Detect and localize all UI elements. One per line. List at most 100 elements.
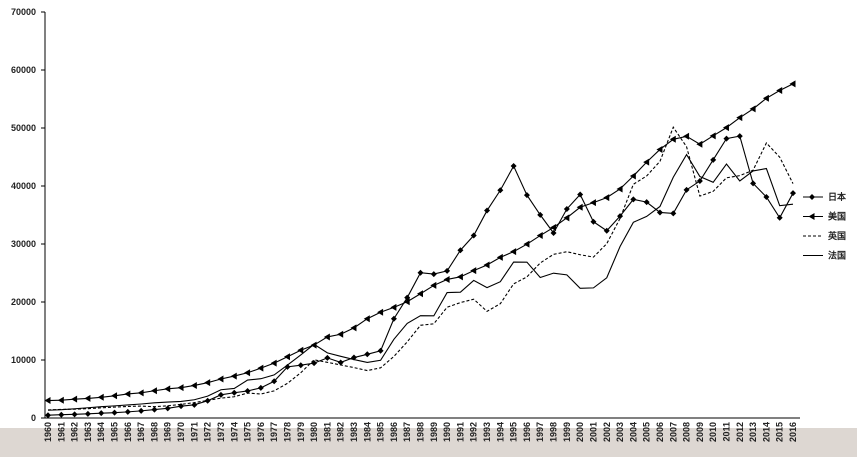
x-tick-label: 1992 — [469, 422, 479, 442]
point — [710, 156, 717, 163]
point — [297, 362, 304, 369]
x-tick-label: 2016 — [788, 422, 798, 442]
point — [709, 132, 716, 140]
point — [337, 330, 344, 338]
point — [151, 406, 158, 413]
series-line — [47, 83, 794, 402]
point — [337, 359, 344, 366]
x-tick-label: 1995 — [509, 422, 519, 442]
point — [57, 396, 64, 404]
point — [523, 192, 530, 199]
point — [643, 199, 650, 206]
x-tick-label: 2013 — [748, 422, 758, 442]
legend-label: 美国 — [828, 211, 846, 222]
point — [430, 271, 437, 278]
x-tick-label: 2007 — [668, 422, 678, 442]
point — [297, 346, 304, 354]
x-tick-label: 1964 — [96, 422, 106, 442]
point — [723, 135, 730, 142]
point — [124, 390, 131, 398]
x-tick-label: 1976 — [256, 422, 266, 442]
y-tick-label: 20000 — [11, 297, 36, 307]
point — [683, 132, 690, 140]
point — [563, 214, 570, 222]
point — [45, 412, 51, 419]
point — [589, 199, 596, 207]
x-tick-label: 1998 — [549, 422, 559, 442]
point — [377, 308, 384, 316]
x-tick-label: 2010 — [708, 422, 718, 442]
x-tick-label: 1965 — [110, 422, 120, 442]
x-tick-label: 1967 — [136, 422, 146, 442]
point — [550, 229, 557, 236]
x-tick-label: 1970 — [176, 422, 186, 442]
point — [496, 253, 503, 261]
point — [629, 172, 636, 180]
x-tick-label: 1971 — [189, 422, 199, 442]
point — [670, 210, 677, 217]
point — [750, 180, 757, 187]
legend-marker — [809, 194, 815, 200]
x-tick-label: 1988 — [416, 422, 426, 442]
point — [483, 261, 490, 269]
point — [84, 410, 91, 417]
point — [722, 124, 729, 132]
point — [444, 267, 451, 274]
point — [84, 394, 91, 402]
x-tick-label: 1963 — [83, 422, 93, 442]
point — [98, 410, 105, 417]
point — [403, 298, 410, 306]
point — [271, 378, 278, 385]
x-tick-label: 1983 — [349, 422, 359, 442]
point — [111, 392, 118, 400]
point — [590, 218, 597, 225]
point — [137, 389, 144, 397]
point — [363, 315, 370, 323]
x-tick-label: 2002 — [602, 422, 612, 442]
x-tick-label: 1991 — [455, 422, 465, 442]
x-tick-label: 1987 — [402, 422, 412, 442]
x-tick-label: 1961 — [56, 422, 66, 442]
x-tick-label: 1972 — [203, 422, 213, 442]
point — [390, 303, 397, 311]
point — [736, 114, 743, 122]
x-tick-label: 1962 — [70, 422, 80, 442]
point — [457, 247, 464, 254]
point — [789, 80, 796, 88]
series-line — [47, 126, 794, 411]
x-tick-label: 1985 — [376, 422, 386, 442]
point — [763, 193, 770, 200]
point — [470, 267, 477, 275]
point — [324, 354, 331, 361]
point — [284, 363, 291, 370]
x-tick-label: 2006 — [655, 422, 665, 442]
point — [390, 315, 397, 322]
x-tick-label: 1982 — [336, 422, 346, 442]
point — [497, 187, 504, 194]
point — [164, 385, 171, 393]
x-tick-label: 1974 — [229, 422, 239, 442]
x-tick-label: 1960 — [43, 422, 53, 442]
point — [523, 240, 530, 248]
x-tick-label: 2012 — [735, 422, 745, 442]
point — [44, 397, 51, 405]
point — [656, 145, 663, 153]
point — [164, 405, 171, 412]
x-tick-label: 1999 — [562, 422, 572, 442]
x-tick-label: 1997 — [535, 422, 545, 442]
x-tick-label: 1989 — [429, 422, 439, 442]
point — [350, 324, 357, 332]
bottom-band — [0, 428, 857, 457]
x-tick-label: 1994 — [495, 422, 505, 442]
point — [776, 214, 783, 221]
point — [257, 384, 264, 391]
x-tick-label: 1973 — [216, 422, 226, 442]
point — [696, 178, 703, 185]
point — [124, 408, 131, 415]
point — [97, 393, 104, 401]
point — [270, 359, 277, 367]
point — [510, 248, 517, 256]
point — [537, 211, 544, 218]
y-tick-label: 40000 — [11, 181, 36, 191]
point — [190, 381, 197, 389]
